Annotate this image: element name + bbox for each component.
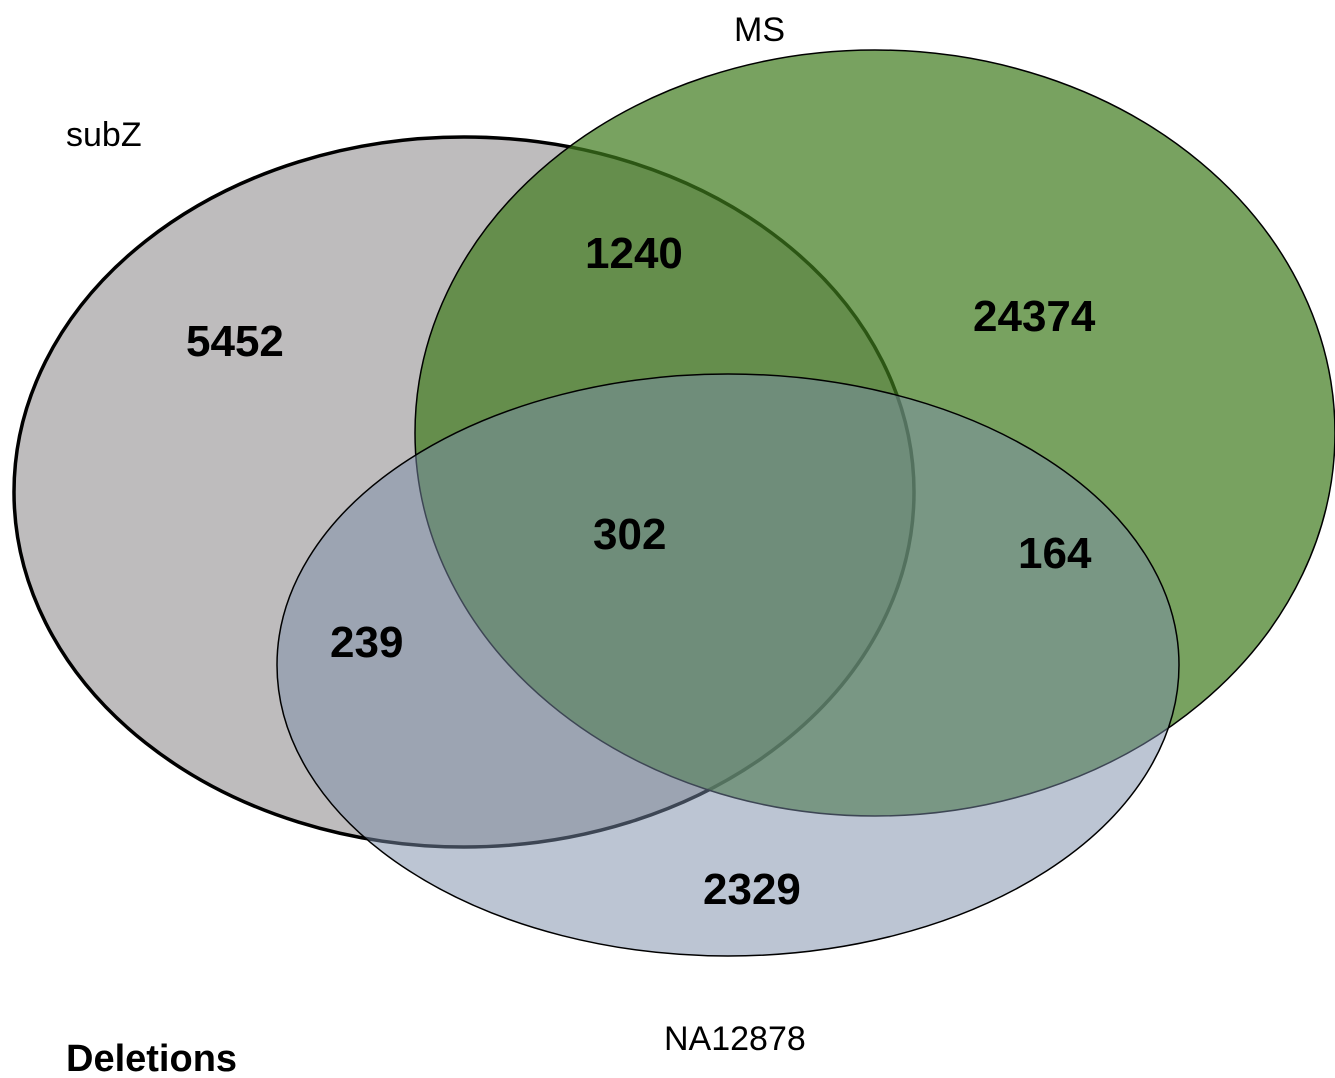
count-subZ-only: 5452 xyxy=(186,317,284,366)
set-label-NA12878: NA12878 xyxy=(664,1020,806,1058)
set-label-subZ: subZ xyxy=(66,116,142,154)
count-subZ-NA12878: 239 xyxy=(330,618,403,667)
NA12878-ellipse xyxy=(276,373,1180,957)
count-all-three: 302 xyxy=(593,510,666,559)
diagram-title: Deletions xyxy=(66,1038,237,1078)
count-NA12878-only: 2329 xyxy=(703,865,801,914)
count-MS-NA12878: 164 xyxy=(1018,529,1092,578)
count-subZ-MS: 1240 xyxy=(585,229,683,278)
set-label-MS: MS xyxy=(734,11,785,49)
count-MS-only: 24374 xyxy=(973,292,1096,341)
